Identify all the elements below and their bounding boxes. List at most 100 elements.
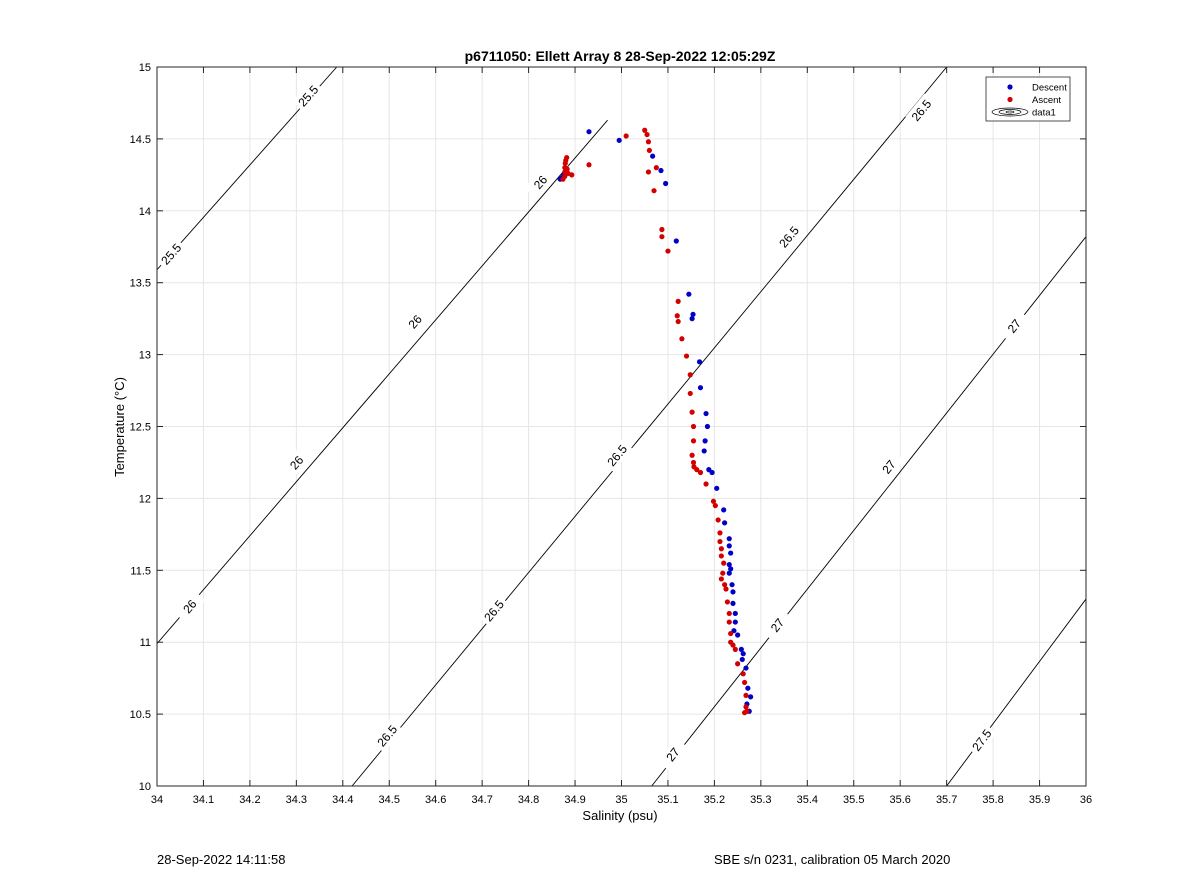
- y-tick-label: 10: [139, 781, 151, 793]
- descent-point: [732, 619, 738, 625]
- grid: [156, 66, 1087, 787]
- contour-label-bg: [905, 93, 937, 127]
- x-tick-label: 35.2: [704, 794, 725, 806]
- legend-contour-label: data1: [1032, 108, 1056, 119]
- descent-point: [658, 167, 664, 174]
- descent-point: [729, 582, 735, 588]
- ascent-point: [674, 313, 680, 319]
- descent-point: [697, 385, 704, 391]
- ascent-point: [642, 127, 648, 133]
- y-tick-label: 15: [139, 62, 151, 74]
- descent-point: [740, 651, 746, 657]
- contour-label-bg: [173, 589, 206, 623]
- ascent-point: [720, 570, 726, 576]
- ascent-point: [623, 133, 629, 139]
- contour-label-bg: [371, 719, 403, 753]
- descent-point: [690, 311, 696, 317]
- legend-ascent-marker: [1007, 96, 1013, 103]
- contour-label-bg: [398, 304, 431, 339]
- contour-label-bg: [601, 438, 633, 472]
- ascent-point: [740, 671, 746, 677]
- contour-label-bg: [966, 723, 997, 757]
- descent-point: [732, 610, 738, 617]
- descent-point: [728, 550, 734, 556]
- descent-point: [689, 316, 695, 322]
- descent-point: [696, 359, 703, 365]
- legend-descent-label: Descent: [1032, 83, 1067, 94]
- ascent-point: [721, 560, 727, 566]
- x-tick-label: 34.7: [471, 794, 492, 806]
- series-ascent: [560, 127, 750, 716]
- x-tick-label: 34.5: [379, 794, 400, 806]
- descent-point: [735, 632, 741, 638]
- ascent-point: [712, 502, 718, 509]
- ascent-point: [730, 642, 736, 648]
- legend-box: [985, 76, 1071, 122]
- descent-point: [704, 423, 711, 430]
- y-tick-label: 14.5: [130, 134, 151, 146]
- ascent-point: [646, 147, 652, 154]
- ascent-point: [741, 679, 748, 686]
- x-tick-label: 34.9: [564, 794, 585, 806]
- ascent-point: [743, 692, 749, 699]
- x-tick-label: 36: [1080, 794, 1092, 806]
- ascent-point: [724, 599, 731, 605]
- ascent-point: [659, 234, 665, 240]
- contour-label-bg: [478, 593, 510, 628]
- ascent-point: [564, 166, 570, 172]
- descent-point: [738, 646, 744, 652]
- contour-line: [351, 66, 947, 787]
- legend-ascent-label: Ascent: [1032, 95, 1061, 106]
- chart-title: p6711050: Ellett Array 8 28-Sep-2022 12:…: [465, 48, 776, 64]
- x-tick-label: 35.4: [797, 794, 818, 806]
- ascent-point: [694, 467, 700, 473]
- ascent-point: [645, 169, 652, 175]
- ascent-point: [687, 372, 693, 378]
- contour-label-bg: [657, 737, 689, 772]
- descent-point: [663, 180, 669, 187]
- x-tick-label: 35.9: [1029, 794, 1050, 806]
- contour-label-bg: [280, 445, 313, 480]
- ascent-point: [715, 517, 721, 523]
- descent-point: [702, 438, 708, 444]
- ascent-point: [728, 630, 734, 637]
- contour-line: [156, 119, 608, 644]
- ascent-point: [723, 586, 729, 592]
- legend-descent-marker: [1007, 84, 1013, 90]
- ascent-point: [665, 248, 671, 254]
- density-contours: 25.525.52626262626.526.526.526.526.52727…: [154, 66, 1087, 787]
- ascent-point: [690, 438, 697, 444]
- ascent-point: [683, 353, 690, 359]
- descent-point: [709, 469, 715, 476]
- contour-label-bg: [873, 450, 905, 484]
- descent-point: [616, 137, 622, 143]
- ascent-point: [690, 423, 697, 430]
- ascent-point: [717, 530, 723, 536]
- contour-label-bg: [292, 79, 324, 113]
- ascent-point: [743, 704, 749, 710]
- x-tick-label: 34.6: [425, 794, 446, 806]
- x-tick-label: 34.1: [193, 794, 214, 806]
- x-tick-label: 35.7: [936, 794, 957, 806]
- ascent-point: [735, 661, 741, 667]
- ascent-point: [675, 318, 681, 325]
- series-descent: [557, 129, 754, 714]
- x-tick-label: 35.8: [982, 794, 1003, 806]
- ascent-point: [675, 298, 681, 304]
- y-tick-label: 13: [139, 350, 151, 362]
- contour-line: [946, 598, 1087, 787]
- ascent-point: [644, 131, 650, 138]
- descent-point: [650, 153, 656, 159]
- descent-point: [726, 536, 732, 542]
- contour-label-bg: [772, 220, 805, 254]
- descent-point: [730, 600, 736, 606]
- ascent-point: [689, 409, 695, 415]
- ascent-point: [732, 646, 738, 652]
- y-tick-label: 12.5: [130, 422, 151, 434]
- descent-point: [721, 507, 727, 513]
- descent-point: [673, 238, 679, 244]
- x-tick-label: 34.4: [332, 794, 353, 806]
- ascent-point: [645, 139, 652, 145]
- descent-point: [586, 129, 592, 135]
- ascent-point: [718, 553, 724, 559]
